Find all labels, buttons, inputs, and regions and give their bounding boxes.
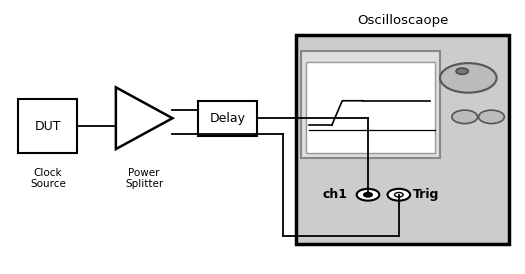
Bar: [296, 35, 509, 244]
Bar: [306, 62, 435, 153]
Text: Clock
Source: Clock Source: [30, 168, 66, 190]
Circle shape: [364, 193, 372, 197]
Polygon shape: [116, 87, 172, 149]
Circle shape: [452, 110, 478, 124]
Circle shape: [456, 68, 468, 75]
Circle shape: [395, 193, 403, 197]
Bar: [18, 99, 77, 153]
Text: Oscilloscaope: Oscilloscaope: [357, 14, 448, 27]
Text: Power
Splitter: Power Splitter: [125, 168, 163, 190]
Circle shape: [356, 189, 379, 201]
Text: Delay: Delay: [209, 112, 246, 125]
Text: ch1: ch1: [322, 188, 348, 201]
Bar: [198, 101, 257, 136]
Circle shape: [387, 189, 410, 201]
Text: Trig: Trig: [413, 188, 439, 201]
Bar: [301, 51, 440, 158]
Circle shape: [440, 63, 497, 93]
Text: DUT: DUT: [35, 120, 61, 133]
Circle shape: [479, 110, 505, 124]
